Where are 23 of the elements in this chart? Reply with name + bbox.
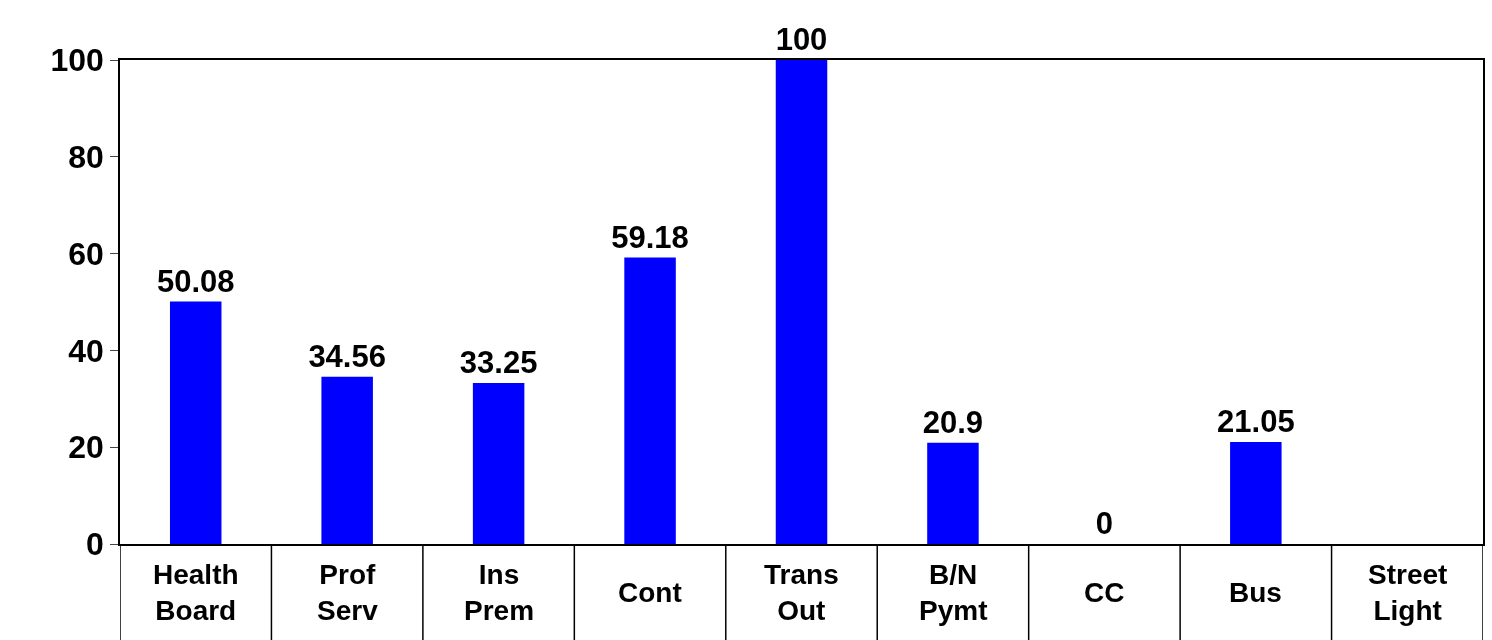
y-tick-label: 80 [68,139,104,175]
data-label: 21.05 [1217,404,1295,440]
y-tick-label: 100 [50,42,104,79]
data-label: 50.08 [156,263,235,299]
x-tick-label: B/N Pymt [919,559,988,627]
x-tick-label: Health Board [153,559,239,627]
data-label: 100 [775,22,828,57]
data-label: 59.18 [611,219,689,255]
y-tick-label: 40 [68,332,104,369]
y-tick-label: 0 [86,526,104,563]
x-tick-label: Bus [1229,577,1282,608]
data-label: 0 [1095,506,1114,541]
data-label: 34.56 [308,338,386,374]
y-tick-label: 20 [68,429,104,466]
x-tick-label: Trans Out [764,559,839,627]
data-label: 33.25 [459,345,538,381]
x-tick-label: Ins Prem [464,559,535,627]
data-label: 20.9 [922,404,984,440]
x-tick-label: Street Light [1368,559,1448,627]
x-tick-label: Cont [618,577,682,608]
x-tick-label: CC [1084,577,1125,608]
x-tick-label: Prof Serv [317,559,379,627]
y-tick-label: 60 [68,235,104,272]
